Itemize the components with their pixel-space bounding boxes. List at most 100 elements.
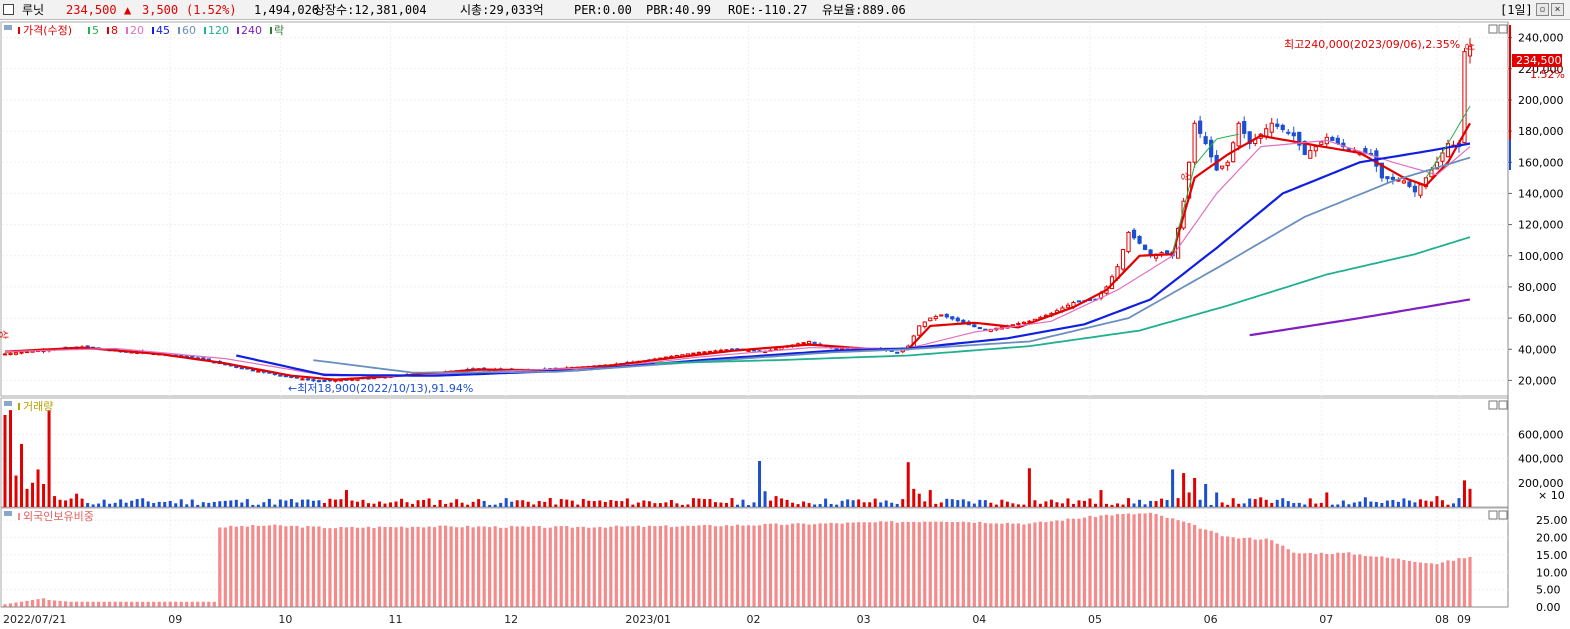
volume-bar [146,501,150,507]
volume-bar [697,498,701,507]
foreign-bar [1314,554,1318,607]
volume-bar [1253,499,1257,507]
candle-body [1142,244,1148,251]
volume-bar [1319,502,1323,507]
foreign-bar [846,522,850,607]
volume-bar [1402,498,1406,507]
foreign-bar [229,525,233,607]
volume-bar [1424,500,1428,507]
period-button[interactable]: [1일] [1500,3,1533,17]
volume-bar [322,502,326,507]
candle-body [305,378,311,381]
volume-bar [339,499,343,507]
volume-bar [570,500,574,507]
stock-name[interactable]: 루닛 [22,3,45,17]
x-tick-label: 09 [168,613,182,626]
volume-bar [1022,504,1026,507]
volume-bar [702,499,706,507]
volume-bar [47,410,51,507]
volume-bar [328,498,332,507]
restore-icon[interactable]: ▫ [1536,3,1549,16]
foreign-bar [1093,517,1098,607]
foreign-bar [1066,518,1070,607]
volume-bar [1270,502,1274,507]
volume-bar [372,503,376,507]
foreign-bar [284,526,288,607]
volume-bar [769,500,773,507]
candle-body [2,353,8,356]
legend-swatch [178,27,180,34]
x-tick-label: 11 [389,613,403,626]
volume-bar [758,460,762,507]
candle-body [806,340,812,345]
volume-bar [807,503,811,507]
foreign-bar [174,601,178,607]
foreign-bar [1253,539,1257,607]
volume-bar [802,501,806,507]
candle-body [917,325,922,336]
volume-bar [1005,501,1009,507]
foreign-bar [598,526,602,607]
volume-bar [1446,504,1450,507]
foreign-bar [1209,530,1213,607]
candle-body [1120,249,1126,270]
foreign-bar [532,526,536,607]
volume-bar [1314,503,1318,507]
foreign-bar [978,521,982,607]
foreign-bar [278,525,282,607]
candle-body [316,380,322,383]
x-tick-label: 2023/01 [625,613,671,626]
foreign-bar [1193,524,1197,607]
select-checkbox[interactable] [3,4,14,15]
limit-up-mark: 상 [1463,42,1475,51]
candle-body [950,316,955,320]
volume-bar [234,499,238,507]
foreign-bar [383,527,387,607]
foreign-bar [245,526,249,607]
volume-bar [664,502,668,507]
foreign-bar [675,526,679,607]
volume-bar [675,503,679,507]
foreign-bar [713,526,718,607]
foreign-bar [923,521,927,607]
volume-bar [416,500,420,507]
candle-body [1335,137,1340,145]
volume-bar [647,501,651,507]
volume-bar [1121,504,1125,507]
foreign-bar [653,526,657,607]
volume-bar [389,502,393,507]
foreign-bar [350,526,354,607]
foreign-bar [377,526,382,607]
volume-bar [449,502,453,507]
foreign-bar [691,525,696,607]
volume-bar [311,500,315,507]
x-tick-label: 07 [1319,613,1333,626]
legend-ma-20: 20 [130,24,144,37]
panel-minimize-icon [1488,24,1498,34]
foreign-bar [603,527,607,607]
foreign-bar [1011,523,1015,607]
candle-body [1418,184,1423,196]
candle-body [1065,304,1071,308]
limit-up-mark: 상 [0,330,9,339]
foreign-bar [1341,552,1345,607]
volume-bar [669,499,673,507]
foreign-bar [1352,554,1356,607]
volume-bar [1171,469,1175,507]
foreign-bar [91,601,95,607]
volume-bar [724,502,728,507]
foreign-bar [273,524,277,607]
close-icon[interactable]: × [1551,3,1564,16]
volume-bar [912,488,916,507]
foreign-bar [587,527,591,607]
candle-body [1264,128,1269,137]
foreign-bar [1385,557,1389,607]
volume-bar [444,503,448,507]
foreign-bar [752,525,756,607]
foreign-bar [1044,522,1048,607]
candle-body [1280,124,1285,131]
candle-body [1016,323,1021,326]
volume-bar [1468,488,1472,507]
ma-line-8 [4,122,1471,381]
foreign-bar [510,525,514,607]
